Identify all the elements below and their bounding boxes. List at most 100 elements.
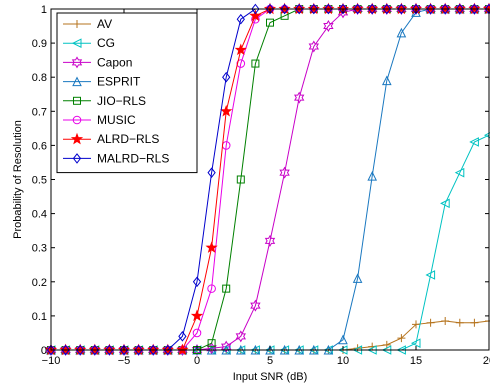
- x-tick-label: 20: [483, 355, 490, 367]
- x-tick-label: 10: [337, 355, 349, 367]
- legend-item: MALRD−RLS: [63, 151, 169, 165]
- data-point: [294, 91, 305, 104]
- data-point: [177, 344, 188, 356]
- legend-marker: [72, 76, 82, 87]
- data-point: [236, 13, 245, 25]
- data-point: [410, 338, 421, 348]
- data-point: [426, 3, 435, 15]
- x-tick-label: 15: [410, 355, 422, 367]
- data-point: [367, 170, 378, 181]
- data-point: [149, 344, 158, 356]
- legend-marker: [73, 20, 81, 28]
- data-point: [134, 344, 143, 356]
- data-point: [396, 27, 407, 38]
- data-point: [353, 3, 362, 15]
- data-point: [338, 3, 348, 15]
- data-point: [46, 344, 56, 356]
- legend-item: Capon: [63, 55, 132, 69]
- ticks-layer: −10 −5 0 5 10 15 20 0 0.1 0.2 0.3 0.4 0.5 0.6 0.7 0.8 0.…: [32, 4, 490, 367]
- y-axis-label: Probability of Resolution: [12, 120, 24, 239]
- y-tick-label: 0.3: [32, 243, 47, 255]
- data-point: [105, 344, 114, 356]
- legend-label: ESPRIT: [97, 75, 141, 89]
- data-point: [382, 3, 391, 15]
- legend-marker: [71, 38, 82, 49]
- legend-marker: [72, 115, 82, 125]
- legend-item: ALRD−RLS: [63, 132, 159, 146]
- data-point: [455, 3, 464, 15]
- data-point: [397, 334, 406, 343]
- data-point: [207, 167, 216, 178]
- data-point: [220, 104, 233, 117]
- legend-box: [56, 12, 198, 174]
- data-point: [397, 3, 406, 15]
- legend-marker: [73, 96, 81, 105]
- data-point: [337, 6, 349, 19]
- data-point: [323, 20, 334, 33]
- legend-item: AV: [63, 17, 112, 31]
- y-tick-label: 0.9: [32, 38, 47, 50]
- data-point: [250, 299, 261, 312]
- x-axis-label: Input SNR (dB): [233, 371, 308, 383]
- data-point: [222, 71, 231, 83]
- legend-label: Capon: [97, 55, 132, 69]
- data-point: [235, 330, 246, 343]
- legend-item: MUSIC: [63, 113, 136, 127]
- legend-marker: [70, 132, 84, 145]
- data-point: [308, 40, 319, 53]
- data-point: [426, 318, 435, 327]
- data-point: [61, 344, 70, 356]
- legend-item: JIO−RLS: [63, 94, 146, 108]
- legend-label: MALRD−RLS: [97, 151, 169, 165]
- y-tick-label: 0.7: [32, 106, 47, 118]
- data-point: [207, 284, 216, 293]
- legend-label: CG: [97, 36, 115, 50]
- data-point: [119, 344, 129, 356]
- data-point: [266, 18, 274, 27]
- data-point: [251, 59, 260, 68]
- legend-label: AV: [97, 17, 112, 31]
- data-point: [163, 344, 172, 356]
- y-tick-label: 0.6: [32, 140, 47, 152]
- data-point: [279, 166, 290, 179]
- y-tick-label: 0.1: [32, 311, 47, 323]
- data-point: [222, 284, 231, 293]
- legend-item: CG: [63, 36, 115, 50]
- data-point: [470, 3, 479, 15]
- data-point: [455, 318, 464, 327]
- data-point: [236, 175, 245, 184]
- data-point: [249, 9, 262, 22]
- x-tick-label: 5: [267, 355, 273, 367]
- data-point: [234, 43, 247, 56]
- legend-marker: [71, 56, 83, 69]
- y-tick-label: 0: [41, 345, 47, 357]
- data-point: [206, 342, 217, 355]
- y-tick-label: 0.4: [32, 209, 47, 221]
- y-tick-label: 0.2: [32, 277, 47, 289]
- x-tick-label: −10: [42, 355, 61, 367]
- data-point: [265, 3, 275, 15]
- data-point: [338, 334, 348, 345]
- x-tick-label: 0: [194, 355, 200, 367]
- legend: AV CG Capon ESPRIT JIO−RLS MUSIC ALRD−RLS MALRD…: [56, 12, 198, 174]
- data-point: [280, 3, 289, 15]
- data-point: [178, 331, 187, 342]
- data-point: [221, 340, 232, 353]
- data-point: [381, 75, 392, 86]
- data-point: [90, 344, 99, 356]
- legend-marker: [72, 153, 82, 164]
- data-point: [207, 339, 216, 348]
- legend-label: ALRD−RLS: [97, 132, 159, 146]
- data-point: [76, 344, 85, 356]
- data-point: [425, 270, 436, 280]
- data-point: [324, 3, 333, 15]
- data-point: [441, 317, 450, 326]
- data-point: [295, 3, 304, 15]
- data-point: [411, 3, 421, 15]
- data-point: [192, 276, 202, 288]
- data-point: [352, 273, 363, 283]
- y-tick-label: 1: [41, 4, 47, 16]
- y-tick-label: 0.8: [32, 72, 47, 84]
- y-tick-label: 0.5: [32, 175, 47, 187]
